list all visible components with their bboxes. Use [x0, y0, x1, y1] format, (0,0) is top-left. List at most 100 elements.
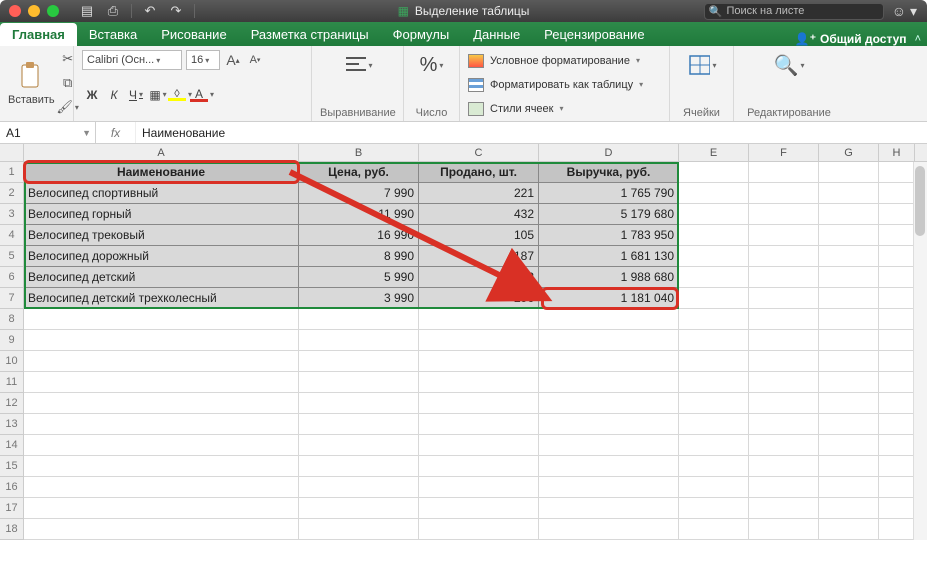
cell[interactable]	[24, 456, 299, 477]
col-header-D[interactable]: D	[539, 144, 679, 161]
row-header-6[interactable]: 6	[0, 267, 23, 288]
cell[interactable]	[679, 330, 749, 351]
cell[interactable]	[749, 204, 819, 225]
cell[interactable]	[879, 183, 915, 204]
fill-color-button[interactable]: ◊	[170, 85, 190, 105]
cell[interactable]: 332	[419, 267, 539, 288]
cell[interactable]: Выручка, руб.	[539, 162, 679, 183]
cell[interactable]	[419, 393, 539, 414]
undo-icon[interactable]: ↶	[140, 2, 160, 20]
cell[interactable]	[879, 351, 915, 372]
tab-главная[interactable]: Главная	[0, 23, 77, 46]
cell[interactable]	[679, 498, 749, 519]
decrease-font-icon[interactable]: A▾	[246, 51, 264, 69]
col-header-H[interactable]: H	[879, 144, 915, 161]
cell[interactable]	[24, 435, 299, 456]
cell[interactable]	[419, 351, 539, 372]
cell[interactable]	[419, 498, 539, 519]
cell[interactable]	[24, 351, 299, 372]
cell[interactable]	[679, 204, 749, 225]
cell[interactable]	[539, 456, 679, 477]
cell[interactable]	[879, 519, 915, 540]
cell[interactable]	[819, 162, 879, 183]
cell[interactable]	[749, 183, 819, 204]
cell[interactable]: 1 681 130	[539, 246, 679, 267]
cell[interactable]	[879, 204, 915, 225]
cell[interactable]	[679, 435, 749, 456]
cell[interactable]	[879, 372, 915, 393]
cell[interactable]	[819, 435, 879, 456]
cell[interactable]	[679, 183, 749, 204]
cell[interactable]: Велосипед дорожный	[24, 246, 299, 267]
cell[interactable]	[679, 519, 749, 540]
row-header-10[interactable]: 10	[0, 351, 23, 372]
cell[interactable]	[299, 435, 419, 456]
cell[interactable]	[749, 267, 819, 288]
cell[interactable]	[299, 309, 419, 330]
cell[interactable]	[539, 519, 679, 540]
cell[interactable]	[749, 372, 819, 393]
cell[interactable]	[539, 351, 679, 372]
cell[interactable]	[419, 435, 539, 456]
cell[interactable]: 187	[419, 246, 539, 267]
cell[interactable]	[679, 372, 749, 393]
cell[interactable]	[419, 519, 539, 540]
cell[interactable]	[819, 246, 879, 267]
cell[interactable]	[879, 309, 915, 330]
row-header-7[interactable]: 7	[0, 288, 23, 309]
borders-button[interactable]: ▦	[148, 85, 168, 105]
cell[interactable]	[819, 267, 879, 288]
cell[interactable]	[679, 477, 749, 498]
cell[interactable]	[749, 246, 819, 267]
feedback-icon[interactable]: ☺︎ ▾	[892, 3, 917, 20]
cell[interactable]	[749, 498, 819, 519]
bold-button[interactable]: Ж	[82, 85, 102, 105]
share-button[interactable]: 👤⁺ Общий доступ	[795, 32, 907, 46]
cell[interactable]	[679, 162, 749, 183]
cell[interactable]	[749, 225, 819, 246]
cell[interactable]	[24, 519, 299, 540]
row-header-17[interactable]: 17	[0, 498, 23, 519]
cell[interactable]: 1 181 040	[539, 288, 679, 309]
cell[interactable]: 16 990	[299, 225, 419, 246]
cell[interactable]	[879, 498, 915, 519]
conditional-formatting-button[interactable]: Условное форматирование▾	[468, 50, 661, 71]
row-header-13[interactable]: 13	[0, 414, 23, 435]
cell[interactable]	[419, 330, 539, 351]
format-as-table-button[interactable]: Форматировать как таблицу▾	[468, 74, 661, 95]
tab-формулы[interactable]: Формулы	[381, 23, 462, 46]
paste-icon[interactable]	[16, 61, 46, 91]
cell[interactable]	[539, 435, 679, 456]
cell[interactable]	[539, 372, 679, 393]
cell[interactable]	[749, 309, 819, 330]
cell[interactable]: 1 783 950	[539, 225, 679, 246]
cell-styles-button[interactable]: Стили ячеек▾	[468, 98, 661, 119]
increase-font-icon[interactable]: A▴	[224, 51, 242, 69]
zoom-window-button[interactable]	[47, 5, 59, 17]
cell[interactable]	[819, 309, 879, 330]
cell[interactable]	[879, 456, 915, 477]
cell[interactable]	[24, 498, 299, 519]
col-header-E[interactable]: E	[679, 144, 749, 161]
cell[interactable]	[679, 309, 749, 330]
tab-вставка[interactable]: Вставка	[77, 23, 149, 46]
cell[interactable]	[819, 414, 879, 435]
cell[interactable]	[819, 225, 879, 246]
cell[interactable]	[879, 330, 915, 351]
cell[interactable]	[299, 477, 419, 498]
font-size-select[interactable]: 16	[186, 50, 220, 70]
cell[interactable]: 221	[419, 183, 539, 204]
vertical-scrollbar[interactable]	[913, 162, 927, 540]
cell[interactable]	[819, 351, 879, 372]
cell[interactable]	[299, 456, 419, 477]
cell[interactable]	[679, 225, 749, 246]
cell[interactable]	[24, 330, 299, 351]
row-header-1[interactable]: 1	[0, 162, 23, 183]
row-header-11[interactable]: 11	[0, 372, 23, 393]
cell[interactable]	[419, 414, 539, 435]
cell[interactable]: Велосипед трековый	[24, 225, 299, 246]
cell[interactable]	[819, 288, 879, 309]
col-header-F[interactable]: F	[749, 144, 819, 161]
cell[interactable]	[24, 477, 299, 498]
row-header-4[interactable]: 4	[0, 225, 23, 246]
